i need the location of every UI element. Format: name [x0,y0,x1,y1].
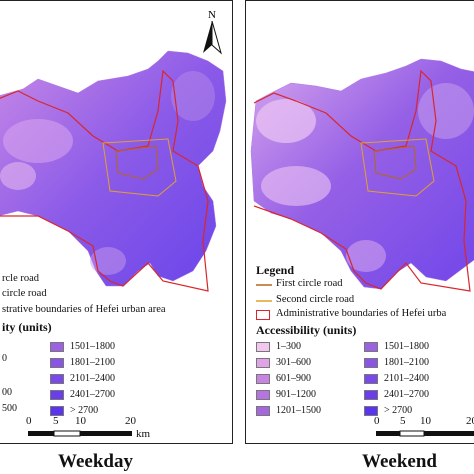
weekday-accessibility-map [0,50,227,292]
legend-first-road: rcle road [2,273,40,284]
legend-class-left-2: 0 [2,353,7,364]
scale-tick-20: 20 [125,415,136,427]
legend-swatch-right-2 [364,358,378,368]
scale-unit: km [136,428,151,440]
legend-first-road: First circle road [276,278,343,289]
weekday-map-panel: N rcle road circle road strative boundar… [0,0,233,444]
legend-class-right-3: 2101–2400 [384,373,429,384]
legend-class-right-1: 1501–1800 [70,341,115,352]
legend-swatch-right-1 [364,342,378,352]
admin-boundary [0,69,209,292]
legend-swatch-left-3 [256,374,270,384]
scale-tick-20: 20 [466,415,474,427]
admin-boundary [253,69,471,292]
north-arrow-icon: N [201,9,223,60]
legend-swatch-right-4 [364,390,378,400]
legend-swatch-left-1 [256,342,270,352]
scale-tick-0: 0 [26,415,32,427]
first-circle-road [373,145,417,180]
legend-accessibility-title: Accessibility (units) [256,323,357,337]
legend-class-right-4: 2401–2700 [384,389,429,400]
legend-class-left-5: 1201–1500 [276,405,321,416]
legend-swatch-right-5 [50,406,64,416]
legend-class-left-3: 601–900 [276,373,311,384]
legend-class-left-2: 301–600 [276,357,311,368]
legend-admin-boundary: Administrative boundaries of Hefei urba [276,308,447,319]
scale-tick-10: 10 [75,415,86,427]
legend-class-right-5: > 2700 [70,405,99,416]
north-label: N [208,9,216,21]
legend-swatch-right-1 [50,342,64,352]
legend-class-right-2: 1801–2100 [384,357,429,368]
scale-tick-0: 0 [374,415,380,427]
legend-swatch-right-3 [364,374,378,384]
legend-swatch-left-4 [256,390,270,400]
legend-admin-boundary: strative boundaries of Hefei urban area [2,304,166,315]
legend-swatch-right-2 [50,358,64,368]
legend-class-left-4: 00 [2,387,12,398]
legend-second-road-line [256,300,272,302]
legend-class-right-1: 1501–1800 [384,341,429,352]
legend-class-left-1: 1–300 [276,341,301,352]
legend-class-right-4: 2401–2700 [70,389,115,400]
legend-class-left-5: 500 [2,403,17,414]
weekday-caption: Weekday [58,451,133,472]
legend-class-right-5: > 2700 [384,405,413,416]
second-circle-road [102,138,177,197]
legend-title: Legend [256,263,295,277]
legend-accessibility-title: ity (units) [2,320,52,334]
legend-second-road: Second circle road [276,294,355,305]
second-circle-road [360,138,435,197]
scale-tick-5: 5 [53,415,59,427]
legend-admin-swatch [256,310,270,320]
legend-swatch-right-3 [50,374,64,384]
first-circle-road [115,145,159,180]
legend-swatch-left-2 [256,358,270,368]
legend-class-left-4: 901–1200 [276,389,316,400]
legend-class-right-2: 1801–2100 [70,357,115,368]
legend-swatch-left-5 [256,406,270,416]
legend-class-right-3: 2101–2400 [70,373,115,384]
weekend-map-panel: Legend First circle road Second circle r… [245,0,474,444]
scale-tick-10: 10 [420,415,431,427]
weekend-caption: Weekend [362,451,437,472]
weekend-accessibility-map [250,58,474,292]
scale-tick-5: 5 [400,415,406,427]
legend-second-road: circle road [2,288,47,299]
legend-swatch-right-5 [364,406,378,416]
legend-swatch-right-4 [50,390,64,400]
legend-first-road-line [256,284,272,286]
